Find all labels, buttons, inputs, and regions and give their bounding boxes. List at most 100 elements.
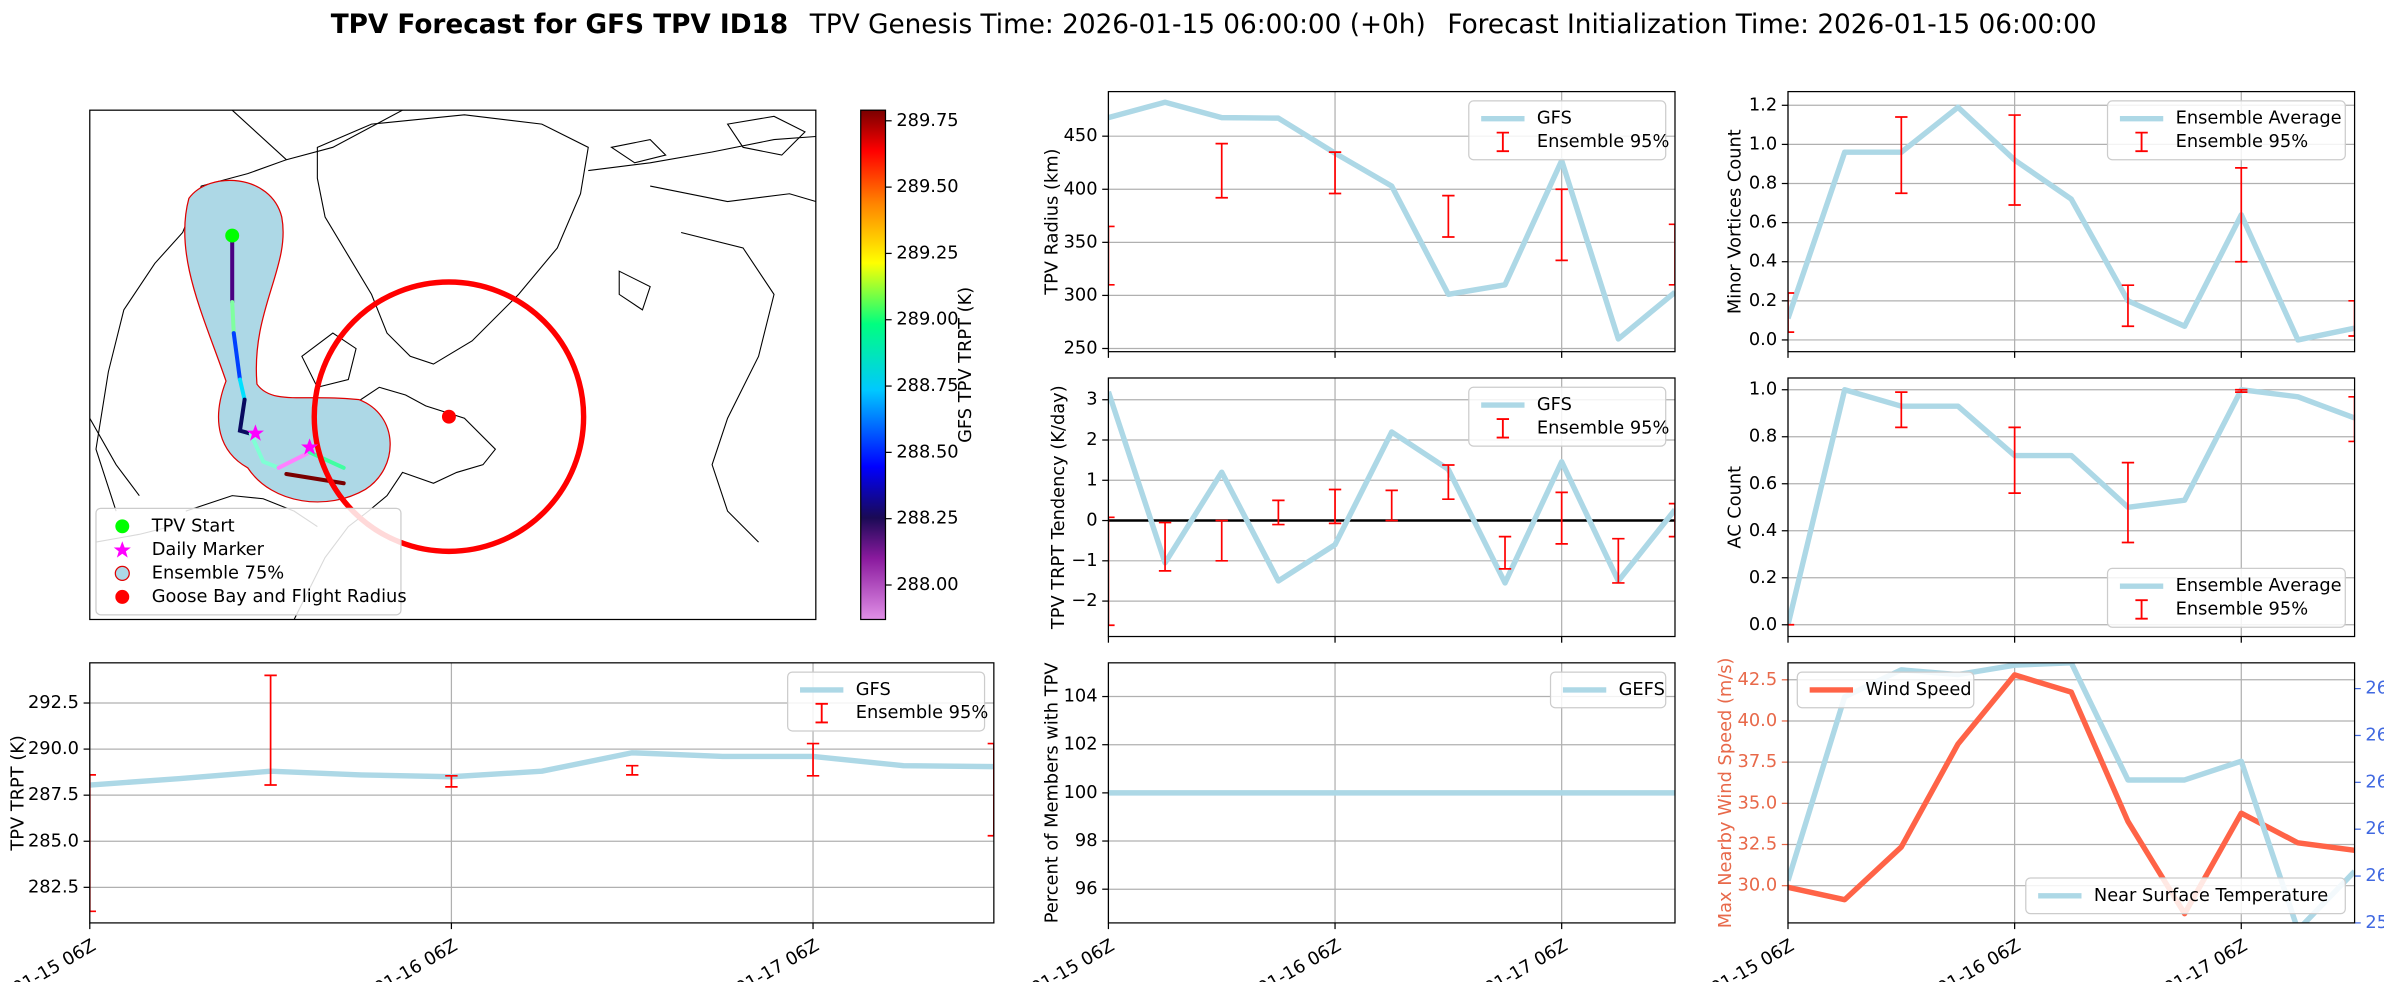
y-tick-label: 250 (1064, 337, 1098, 358)
y-tick-label: 2 (1086, 429, 1097, 450)
legend-marker (115, 519, 130, 534)
error-bar (1612, 537, 1625, 584)
legend-box (787, 671, 986, 732)
legend-label: GEFS (1619, 679, 1665, 700)
line-series (1788, 104, 2355, 343)
legend-label: GFS (1537, 108, 1572, 129)
legend-label: Near Surface Temperature (2094, 885, 2328, 906)
y-axis-label: Percent of Members with TPV (1042, 662, 1063, 924)
colorbar-tick-label: 288.25 (896, 508, 958, 529)
figure-title: TPV Forecast for GFS TPV ID18 TPV Genesis… (331, 10, 2097, 40)
x-tick-label: 01-17 06Z (2161, 935, 2251, 982)
y-tick-label: 300 (1064, 284, 1098, 305)
error-bar (2008, 114, 2021, 206)
error-bar (2008, 426, 2021, 495)
legend-swatch (2135, 599, 2148, 620)
y-tick-label: 1.0 (1749, 379, 1777, 400)
x-tick-label: 01-15 06Z (1707, 935, 1797, 982)
error-bar (1328, 488, 1342, 525)
error-bar (89, 774, 96, 913)
colorbar-label: GFS TPV TRPT (K) (955, 287, 976, 443)
y-tick-label: 102 (1064, 734, 1098, 755)
error-bar (1108, 516, 1115, 627)
y-tick-label: 96 (1075, 878, 1098, 899)
legend-label: GFS (856, 679, 891, 700)
y-tick-label: 0.6 (1749, 473, 1777, 494)
legend-label: TPV Start (151, 515, 235, 536)
plot-frame (1787, 662, 2356, 924)
legend-label: GFS (1537, 394, 1572, 415)
y-tick-label: 3 (1086, 389, 1097, 410)
error-bar (2348, 395, 2355, 443)
y-tick-label: 1.0 (1749, 133, 1777, 154)
y-tick-label: 287.5 (28, 784, 79, 805)
x-tick-label: 01-16 06Z (1254, 935, 1344, 982)
y-tick-label: 0.8 (1749, 426, 1777, 447)
error-bar (1108, 225, 1115, 286)
y-tick-label: 42.5 (1738, 669, 1778, 690)
error-bar (1555, 491, 1568, 545)
colorbar-tick-label: 288.00 (896, 574, 958, 595)
legend-box (2025, 877, 2346, 915)
legend-swatch (1496, 131, 1510, 153)
legend-box (1796, 671, 1975, 709)
error-bar (1895, 391, 1908, 429)
y-tick-label: 0 (1086, 510, 1097, 531)
error-bar (1442, 464, 1455, 501)
error-bar (264, 674, 277, 786)
y-tick-label: 35.0 (1738, 792, 1778, 813)
error-bar (1158, 521, 1172, 572)
colorbar-tick-label: 288.50 (896, 441, 958, 462)
error-bar (2121, 284, 2135, 328)
y-axis-label: Minor Vortices Count (1724, 129, 1745, 314)
y2-tick-label: 260 (2365, 865, 2384, 886)
legend-label: Ensemble 95% (856, 702, 988, 723)
y-tick-label: −1 (1071, 550, 1097, 571)
legend-box (2106, 100, 2346, 161)
legend-label: Ensemble Average (2176, 575, 2342, 596)
title-init: Forecast Initialization Time: 2026-01-15… (1447, 10, 2096, 40)
legend-swatch (2135, 131, 2148, 153)
legend-swatch (815, 702, 828, 724)
error-bar (1215, 519, 1228, 562)
error-bar (806, 742, 820, 777)
tpv-start (225, 228, 240, 243)
y-tick-label: 292.5 (28, 692, 79, 713)
error-bar (445, 774, 458, 788)
legend-marker (115, 589, 130, 604)
y2-tick-label: 264 (2365, 771, 2384, 792)
y-tick-label: 0.6 (1749, 212, 1777, 233)
legend-marker (114, 565, 130, 581)
colorbar-tick-label: 288.75 (896, 375, 958, 396)
y-tick-label: 290.0 (28, 738, 79, 759)
error-bar (1328, 151, 1342, 195)
y2-tick-label: 262 (2365, 818, 2384, 839)
error-bar (987, 742, 994, 837)
error-bar (2348, 299, 2355, 337)
goose-bay (441, 409, 456, 424)
y-tick-label: 400 (1064, 178, 1098, 199)
error-bar (2235, 388, 2248, 393)
error-bar (1788, 292, 1795, 333)
legend-box (1549, 671, 1667, 709)
y2-tick-label: 268 (2365, 678, 2384, 699)
y-axis-label: TPV TRPT Tendency (K/day) (1048, 385, 1069, 630)
y2-tick-label: 258 (2365, 912, 2384, 933)
legend-box (1468, 386, 1667, 447)
y-tick-label: 0.8 (1749, 173, 1777, 194)
map-frame (89, 109, 817, 621)
legend-label: Ensemble 95% (2176, 131, 2309, 152)
legend-label: Ensemble Average (2176, 108, 2342, 129)
title-main: TPV Forecast for GFS TPV ID18 (331, 10, 788, 40)
colorbar-tick-label: 289.25 (896, 242, 958, 263)
y-tick-label: 0.4 (1749, 520, 1777, 541)
legend-label: Daily Marker (152, 539, 265, 560)
error-bar (1442, 194, 1455, 238)
legend-box (95, 507, 402, 616)
x-tick-label: 01-15 06Z (1028, 935, 1118, 982)
y-tick-label: 1 (1086, 469, 1097, 490)
legend-box (2106, 567, 2346, 628)
plot-frame (1787, 377, 2356, 638)
error-bar (626, 764, 639, 776)
